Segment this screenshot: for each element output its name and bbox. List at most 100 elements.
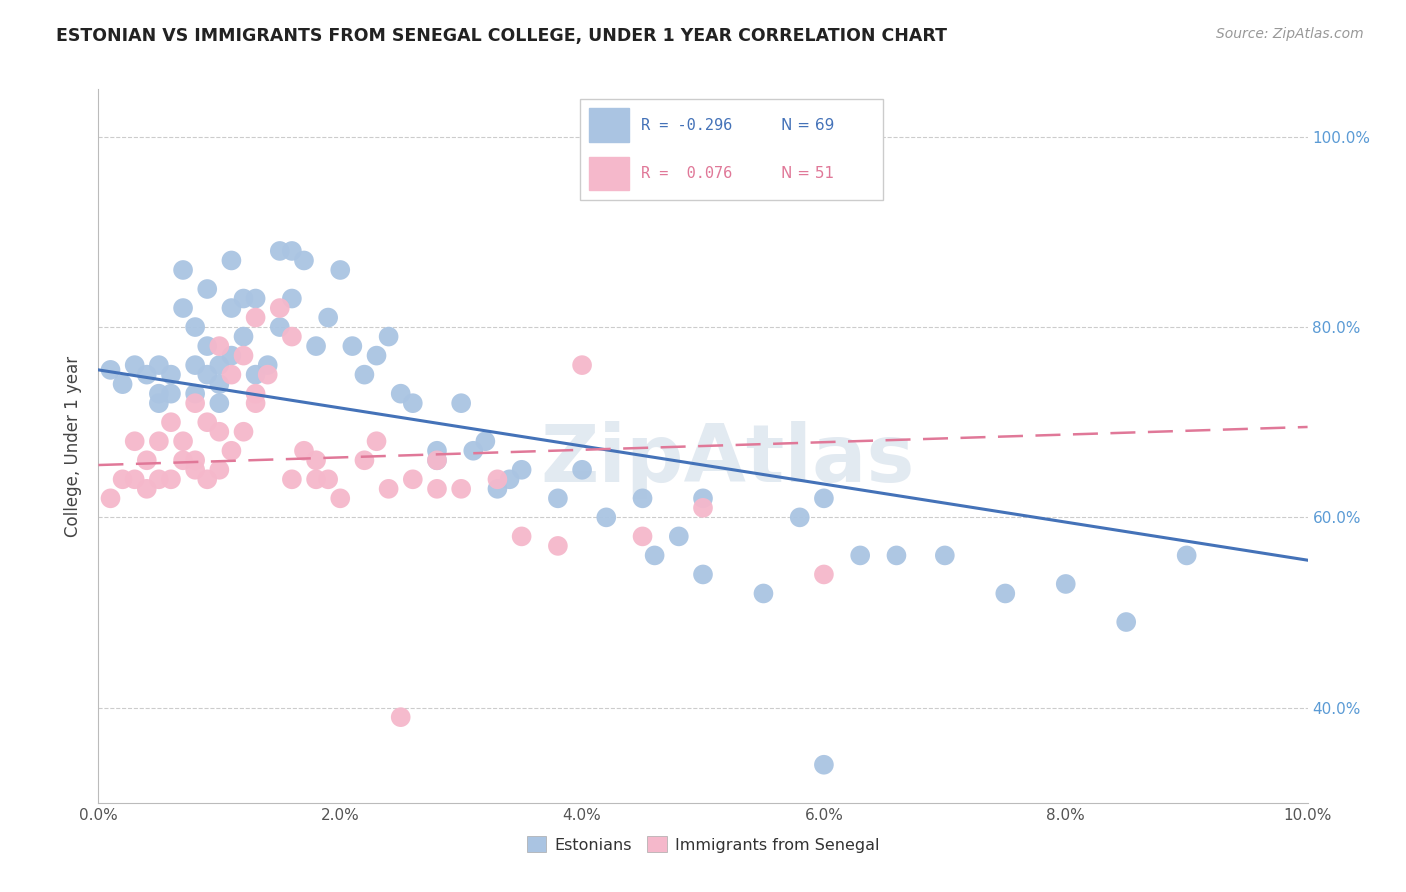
Point [426, 453, 449, 467]
FancyBboxPatch shape [579, 99, 883, 200]
Point [160, 368, 183, 382]
Point [148, 472, 170, 486]
Point [148, 358, 170, 372]
Point [316, 472, 339, 486]
Legend: Estonians, Immigrants from Senegal: Estonians, Immigrants from Senegal [520, 830, 886, 859]
Point [789, 510, 811, 524]
Point [402, 396, 425, 410]
Point [269, 244, 291, 258]
Point [389, 386, 412, 401]
Point [692, 500, 714, 515]
Text: Source: ZipAtlas.com: Source: ZipAtlas.com [1216, 27, 1364, 41]
Point [463, 443, 485, 458]
Point [208, 358, 231, 372]
Text: N = 51: N = 51 [780, 166, 834, 180]
Point [547, 491, 569, 506]
Point [305, 453, 328, 467]
Point [692, 491, 714, 506]
Point [1054, 577, 1077, 591]
Point [208, 377, 231, 392]
Point [292, 443, 315, 458]
Point [184, 320, 207, 334]
Point [245, 396, 267, 410]
Text: R =  0.076: R = 0.076 [641, 166, 733, 180]
Point [221, 349, 243, 363]
Point [329, 491, 352, 506]
Point [353, 453, 375, 467]
Point [245, 386, 267, 401]
Point [135, 482, 157, 496]
Point [160, 472, 183, 486]
Bar [589, 157, 628, 190]
Point [510, 463, 533, 477]
Point [631, 529, 654, 543]
Point [208, 339, 231, 353]
Point [221, 301, 243, 315]
Point [124, 472, 146, 486]
Point [111, 472, 134, 486]
Point [934, 549, 956, 563]
Point [571, 463, 593, 477]
Point [124, 434, 146, 449]
Point [232, 329, 254, 343]
Text: ESTONIAN VS IMMIGRANTS FROM SENEGAL COLLEGE, UNDER 1 YEAR CORRELATION CHART: ESTONIAN VS IMMIGRANTS FROM SENEGAL COLL… [56, 27, 948, 45]
Point [329, 263, 352, 277]
Point [813, 567, 835, 582]
Point [232, 349, 254, 363]
Point [426, 453, 449, 467]
Point [111, 377, 134, 392]
Point [195, 472, 218, 486]
Point [208, 463, 231, 477]
Point [377, 482, 399, 496]
Point [148, 386, 170, 401]
Point [316, 310, 339, 325]
Point [135, 453, 157, 467]
Point [292, 253, 315, 268]
Text: ZipAtlas: ZipAtlas [540, 421, 914, 500]
Point [124, 358, 146, 372]
Point [256, 368, 278, 382]
Point [1175, 549, 1198, 563]
Point [245, 292, 267, 306]
Text: R = -0.296: R = -0.296 [641, 119, 733, 133]
Point [221, 443, 243, 458]
Point [450, 482, 472, 496]
Bar [589, 108, 628, 142]
Point [100, 491, 122, 506]
Point [195, 282, 218, 296]
Point [389, 710, 412, 724]
Point [281, 329, 304, 343]
Point [1115, 615, 1137, 629]
Point [232, 292, 254, 306]
Point [172, 263, 194, 277]
Point [994, 586, 1017, 600]
Point [221, 368, 243, 382]
Point [281, 244, 304, 258]
Point [184, 386, 207, 401]
Point [100, 363, 122, 377]
Point [245, 310, 267, 325]
Point [232, 425, 254, 439]
Point [813, 757, 835, 772]
Point [305, 339, 328, 353]
Point [148, 434, 170, 449]
Point [245, 368, 267, 382]
Point [269, 301, 291, 315]
Point [172, 453, 194, 467]
Point [135, 368, 157, 382]
Point [184, 453, 207, 467]
Point [160, 415, 183, 429]
Point [221, 253, 243, 268]
Point [631, 491, 654, 506]
Point [668, 529, 690, 543]
Point [571, 358, 593, 372]
Text: N = 69: N = 69 [780, 119, 834, 133]
Point [342, 339, 364, 353]
Point [184, 463, 207, 477]
Point [498, 472, 520, 486]
Point [281, 472, 304, 486]
Point [148, 396, 170, 410]
Point [486, 482, 509, 496]
Point [195, 415, 218, 429]
Point [595, 510, 617, 524]
